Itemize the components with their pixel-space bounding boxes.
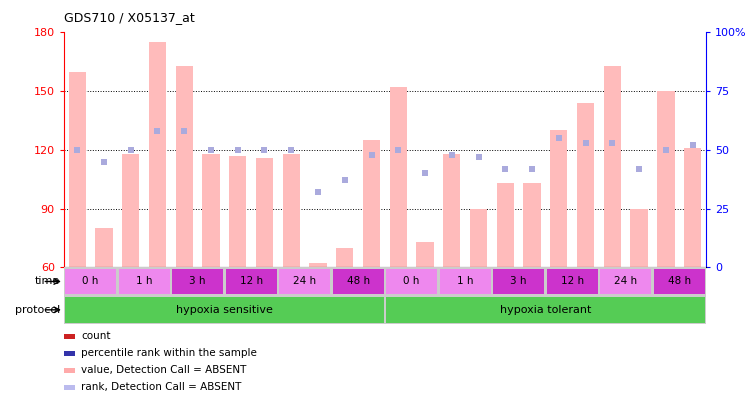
Bar [336, 248, 354, 267]
Bar [229, 156, 246, 267]
Bar [226, 269, 276, 294]
Text: protocol: protocol [15, 305, 60, 315]
Bar [443, 154, 460, 267]
Bar [309, 263, 327, 267]
Bar [149, 42, 166, 267]
Bar [68, 72, 86, 267]
Text: 48 h: 48 h [346, 277, 369, 286]
Bar [547, 269, 598, 294]
Text: value, Detection Call = ABSENT: value, Detection Call = ABSENT [81, 365, 246, 375]
Bar [523, 183, 541, 267]
Bar [657, 91, 674, 267]
Text: 3 h: 3 h [511, 277, 527, 286]
Bar [95, 228, 113, 267]
Bar [604, 66, 621, 267]
Bar [416, 242, 434, 267]
Text: 12 h: 12 h [240, 277, 263, 286]
Text: 12 h: 12 h [560, 277, 584, 286]
Bar [256, 158, 273, 267]
Text: hypoxia sensitive: hypoxia sensitive [176, 305, 273, 315]
Text: hypoxia tolerant: hypoxia tolerant [499, 305, 591, 315]
Text: percentile rank within the sample: percentile rank within the sample [81, 348, 257, 358]
Bar [176, 66, 193, 267]
Bar [65, 269, 116, 294]
Text: GDS710 / X05137_at: GDS710 / X05137_at [64, 11, 195, 24]
Bar [386, 297, 704, 322]
Bar [600, 269, 651, 294]
Bar [654, 269, 704, 294]
Bar [363, 140, 380, 267]
Bar [550, 130, 568, 267]
Bar [333, 269, 384, 294]
Bar [630, 209, 648, 267]
Text: 24 h: 24 h [614, 277, 638, 286]
Bar [172, 269, 223, 294]
Bar [119, 269, 170, 294]
Bar [279, 269, 330, 294]
Bar [282, 154, 300, 267]
Text: time: time [35, 277, 60, 286]
Text: 3 h: 3 h [189, 277, 206, 286]
Bar [684, 148, 701, 267]
Text: 48 h: 48 h [668, 277, 691, 286]
Text: count: count [81, 331, 110, 341]
Text: 0 h: 0 h [403, 277, 420, 286]
Bar [440, 269, 490, 294]
Bar [386, 269, 437, 294]
Text: 0 h: 0 h [83, 277, 99, 286]
Bar [202, 154, 220, 267]
Text: 1 h: 1 h [457, 277, 473, 286]
Text: 1 h: 1 h [136, 277, 152, 286]
Bar [122, 154, 140, 267]
Bar [470, 209, 487, 267]
Bar [496, 183, 514, 267]
Text: rank, Detection Call = ABSENT: rank, Detection Call = ABSENT [81, 382, 242, 392]
Text: 24 h: 24 h [293, 277, 316, 286]
Bar [65, 297, 384, 322]
Bar [493, 269, 544, 294]
Bar [390, 87, 407, 267]
Bar [577, 103, 594, 267]
